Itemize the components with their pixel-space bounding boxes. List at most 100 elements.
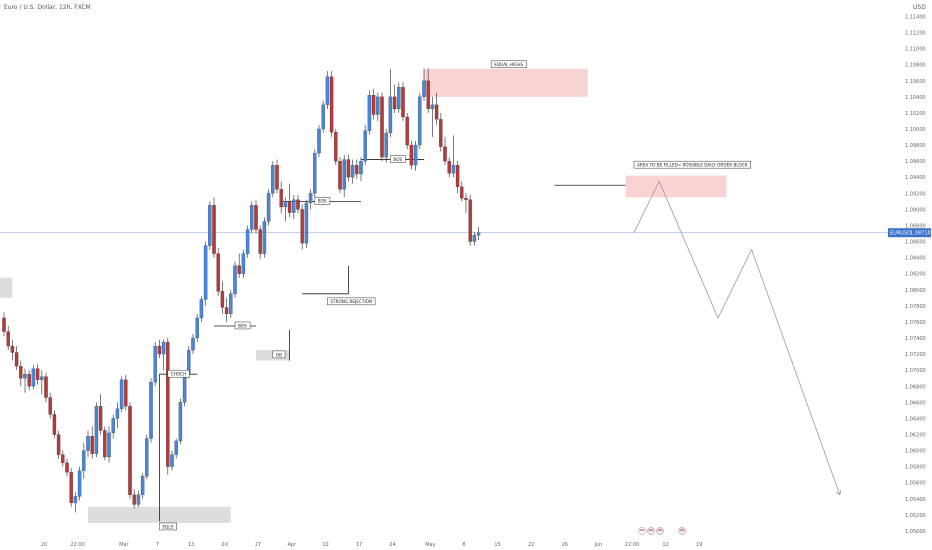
candle-up [145, 438, 149, 477]
candle-down [287, 201, 292, 213]
annotation-label-box [159, 522, 177, 531]
annotation-label: EQUAL HIGHS [494, 62, 523, 67]
candle-down [61, 454, 65, 463]
y-tick-label: 1.08000 [905, 288, 926, 294]
candle-up [94, 406, 99, 454]
candle-up [149, 382, 153, 439]
zone-box [0, 277, 13, 298]
candle-down [65, 462, 69, 473]
candle-up [308, 193, 313, 204]
symbol-title: Euro / U.S. Dollar, 12h, FXCM [4, 4, 91, 11]
candle-up [199, 299, 204, 319]
candle-up [86, 435, 90, 451]
candle-down [434, 104, 439, 120]
y-tick-label: 1.11000 [905, 47, 926, 53]
x-tick-label: 7 [156, 542, 159, 548]
zone-box [625, 175, 727, 198]
candle-up [418, 96, 422, 146]
annotation-label: EQLS [162, 524, 173, 529]
candle-up [161, 341, 166, 355]
y-tick-label: 1.10800 [905, 63, 926, 69]
candle-down [346, 159, 351, 178]
y-tick-label: 1.10400 [905, 95, 926, 101]
us-flag-icon-2-stripe [657, 529, 663, 531]
candle-down [212, 205, 216, 254]
x-tick-label: 27 [255, 542, 261, 548]
candle-up [208, 205, 212, 246]
y-tick-label: 1.06400 [905, 416, 926, 422]
candle-up [170, 454, 174, 467]
candle-up [195, 317, 199, 339]
annotation-label: OB [276, 352, 282, 357]
us-flag-icon-3-stripe [679, 529, 685, 531]
candle-up [73, 496, 78, 503]
candle-up [325, 76, 330, 105]
projection-path [633, 180, 841, 495]
candle-up [178, 402, 183, 442]
candle-down [166, 341, 170, 467]
y-tick-label: 1.06600 [905, 400, 926, 406]
x-tick-label: 17 [356, 542, 362, 548]
candle-up [77, 470, 82, 497]
candle-up [472, 234, 477, 242]
y-tick-label: 1.06800 [905, 384, 926, 390]
y-tick-label: 1.07000 [905, 368, 926, 374]
annotation-label: BOS [238, 323, 247, 328]
candle-up [384, 132, 388, 158]
us-flag-icon-3 [678, 527, 686, 535]
candle-down [443, 146, 447, 162]
candle-down [124, 379, 128, 407]
annotation-label-box [167, 369, 190, 378]
candle-up [229, 293, 233, 315]
candle-down [334, 132, 338, 162]
candle-down [216, 253, 220, 292]
x-tick-label: 15 [494, 542, 500, 548]
annotations-layer: EQUAL HIGHS AREA TO BE FILLED= POSSIBLE D… [159, 60, 751, 531]
candle-down [132, 494, 136, 505]
candle-down [279, 189, 283, 208]
x-tick-label: 22:00 [70, 542, 84, 548]
candle-up [313, 152, 317, 194]
annotation-label-box [327, 297, 376, 306]
candle-up [376, 96, 380, 115]
candle-down [98, 406, 103, 431]
y-tick-label: 1.09400 [905, 175, 926, 181]
y-tick-label: 1.09000 [905, 207, 926, 213]
x-tick-label: 24 [389, 542, 395, 548]
y-tick-label: 1.11400 [905, 14, 926, 20]
y-tick-label: 1.06200 [905, 433, 926, 439]
candle-up [23, 374, 27, 379]
y-tick-label: 1.06000 [905, 449, 926, 455]
annotation-label-box [272, 350, 286, 359]
candle-down [2, 317, 6, 332]
candle-up [31, 368, 36, 387]
flag-icon-1-stripe [639, 529, 645, 531]
candle-up [451, 165, 456, 174]
candle-up [136, 494, 141, 505]
candle-up [191, 337, 195, 351]
candle-up [359, 161, 363, 175]
candles-layer [2, 68, 481, 513]
y-tick-label: 1.08400 [905, 256, 926, 262]
candle-up [283, 201, 288, 208]
y-tick-label: 1.10000 [905, 127, 926, 133]
y-tick-label: 1.08800 [905, 223, 926, 229]
candle-up [241, 253, 246, 274]
candle-up [476, 232, 481, 236]
candle-down [460, 186, 464, 199]
candle-up [107, 432, 111, 458]
y-tick-label: 1.09200 [905, 191, 926, 197]
zone-box [424, 68, 588, 97]
candle-up [111, 418, 115, 434]
y-tick-label: 1.10600 [905, 79, 926, 85]
candle-down [258, 229, 262, 254]
price-tag-symbol: EURUSD [890, 231, 911, 237]
candle-down [405, 116, 409, 146]
candle-up [304, 202, 309, 244]
candle-down [401, 87, 405, 118]
x-tick-label: Jun [593, 542, 602, 548]
candle-down [103, 430, 107, 458]
candle-up [82, 450, 86, 471]
